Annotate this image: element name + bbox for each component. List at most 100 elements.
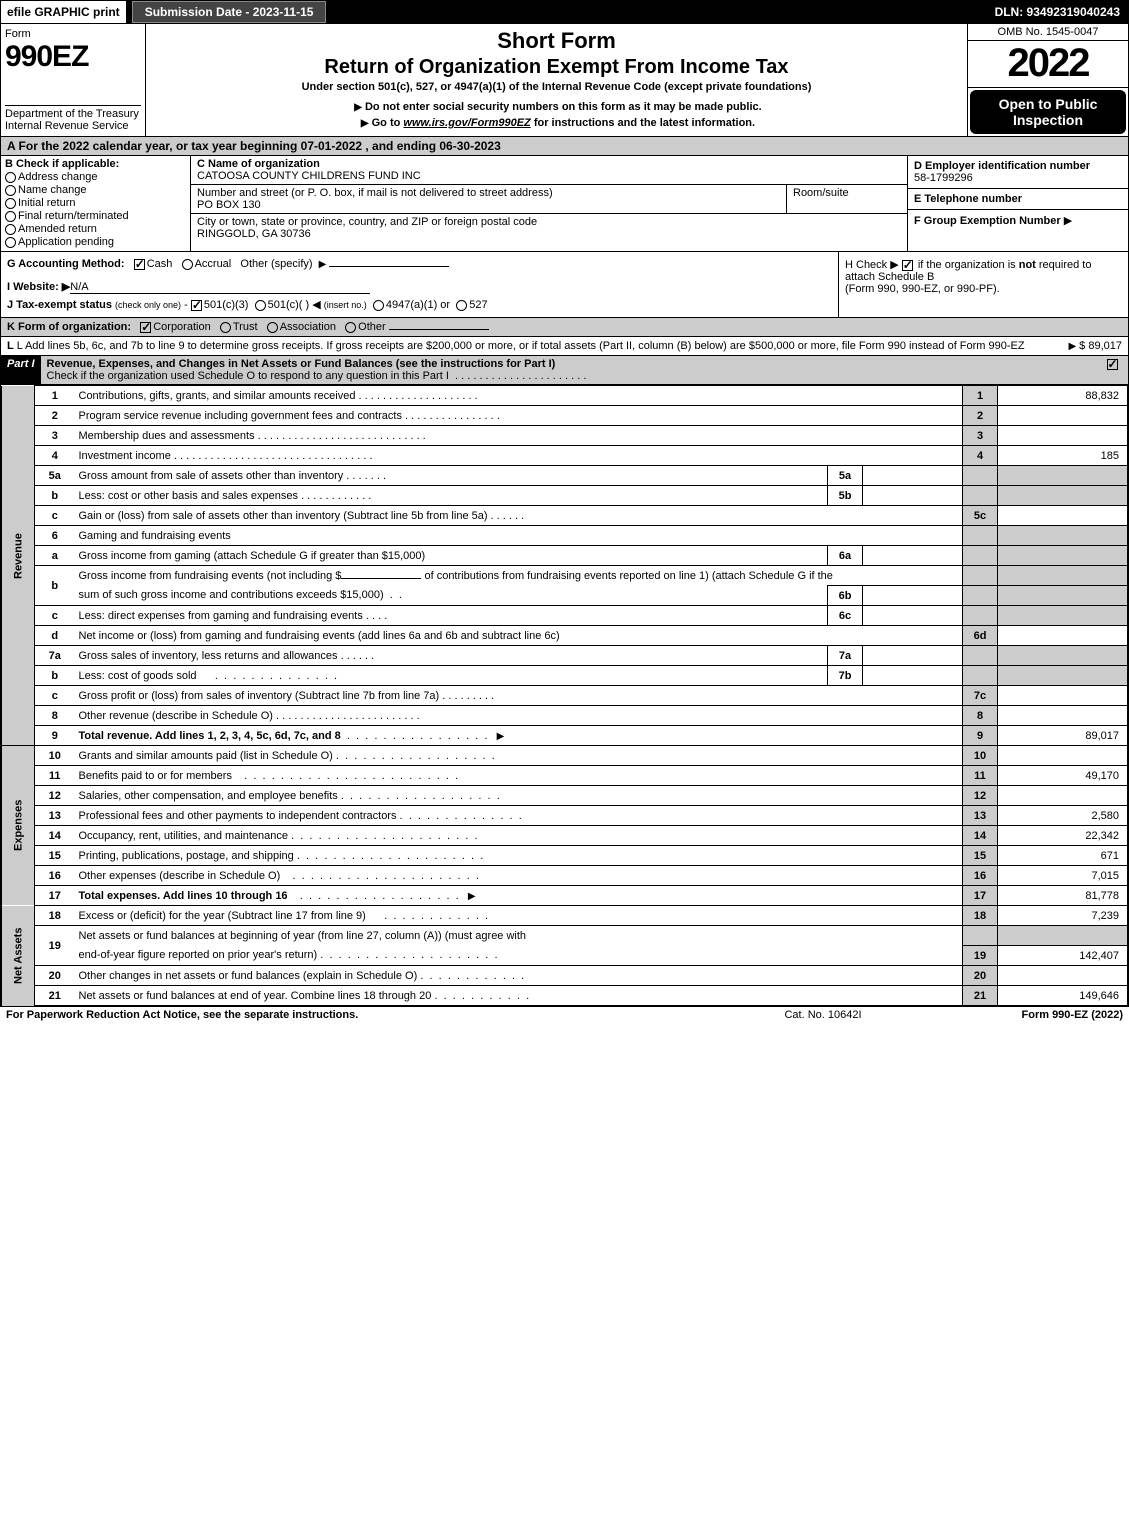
- line-5b: b Less: cost or other basis and sales ex…: [2, 486, 1128, 506]
- city-label: City or town, state or province, country…: [197, 216, 537, 228]
- line-6d: d Net income or (loss) from gaming and f…: [2, 626, 1128, 646]
- section-b-header: B Check if applicable:: [5, 158, 186, 170]
- cb-address-change[interactable]: Address change: [5, 171, 186, 183]
- line-14: 14 Occupancy, rent, utilities, and maint…: [2, 826, 1128, 846]
- line-20-value: [998, 966, 1128, 986]
- net-assets-side-label: Net Assets: [2, 906, 35, 1006]
- instructions-link-row: Go to www.irs.gov/Form990EZ for instruct…: [152, 117, 961, 129]
- website-value: N/A: [70, 281, 370, 294]
- line-6a: a Gross income from gaming (attach Sched…: [2, 546, 1128, 566]
- cb-initial-return[interactable]: Initial return: [5, 197, 186, 209]
- line-6: 6 Gaming and fundraising events: [2, 526, 1128, 546]
- line-2-value: [998, 406, 1128, 426]
- line-11: 11 Benefits paid to or for members . . .…: [2, 766, 1128, 786]
- expenses-side-label: Expenses: [2, 746, 35, 906]
- line-18-value: 7,239: [998, 906, 1128, 926]
- header-left: Form 990EZ Department of the Treasury In…: [1, 24, 146, 136]
- line-19-1: 19 Net assets or fund balances at beginn…: [2, 926, 1128, 946]
- form-title-1: Short Form: [152, 28, 961, 54]
- top-bar: efile GRAPHIC print Submission Date - 20…: [0, 0, 1129, 24]
- tax-year: 2022: [968, 41, 1128, 88]
- line-12: 12 Salaries, other compensation, and emp…: [2, 786, 1128, 806]
- header-right: OMB No. 1545-0047 2022 Open to Public In…: [968, 24, 1128, 136]
- address-value: PO BOX 130: [197, 199, 261, 211]
- cb-501c[interactable]: [255, 300, 266, 311]
- org-name: CATOOSA COUNTY CHILDRENS FUND INC: [197, 170, 421, 182]
- website-label: I Website: ▶: [7, 281, 70, 293]
- footer: For Paperwork Reduction Act Notice, see …: [0, 1007, 1129, 1023]
- line-17: 17 Total expenses. Add lines 10 through …: [2, 886, 1128, 906]
- part-1-label: Part I: [1, 356, 41, 384]
- line-16-value: 7,015: [998, 866, 1128, 886]
- cb-other-org[interactable]: [345, 322, 356, 333]
- header-center: Short Form Return of Organization Exempt…: [146, 24, 968, 136]
- cb-accrual[interactable]: [182, 259, 193, 270]
- cb-amended-return[interactable]: Amended return: [5, 223, 186, 235]
- cb-name-change[interactable]: Name change: [5, 184, 186, 196]
- cb-501c3[interactable]: [191, 300, 202, 311]
- room-suite-label: Room/suite: [793, 187, 849, 199]
- cb-trust[interactable]: [220, 322, 231, 333]
- line-6b-2: sum of such gross income and contributio…: [2, 586, 1128, 606]
- revenue-side-label: Revenue: [2, 386, 35, 726]
- row-l: L L Add lines 5b, 6c, and 7b to line 9 t…: [1, 337, 1128, 356]
- row-a-tax-year: A For the 2022 calendar year, or tax yea…: [1, 137, 1128, 156]
- line-3: 3 Membership dues and assessments . . . …: [2, 426, 1128, 446]
- line-16: 16 Other expenses (describe in Schedule …: [2, 866, 1128, 886]
- line-6b-1: b Gross income from fundraising events (…: [2, 566, 1128, 586]
- ssn-warning: Do not enter social security numbers on …: [152, 101, 961, 113]
- cb-corporation[interactable]: [140, 322, 151, 333]
- row-k: K Form of organization: Corporation Trus…: [1, 318, 1128, 337]
- cb-final-return[interactable]: Final return/terminated: [5, 210, 186, 222]
- part-1-header: Part I Revenue, Expenses, and Changes in…: [1, 356, 1128, 385]
- ein-value: 58-1799296: [914, 172, 973, 184]
- line-18: Net Assets 18 Excess or (deficit) for th…: [2, 906, 1128, 926]
- line-8-value: [998, 706, 1128, 726]
- cb-association[interactable]: [267, 322, 278, 333]
- open-to-public: Open to Public Inspection: [970, 90, 1126, 134]
- cb-schedule-o[interactable]: [1107, 359, 1118, 370]
- org-name-label: C Name of organization: [197, 158, 320, 170]
- cb-527[interactable]: [456, 300, 467, 311]
- line-15-value: 671: [998, 846, 1128, 866]
- line-4: 4 Investment income . . . . . . . . . . …: [2, 446, 1128, 466]
- line-10-value: [998, 746, 1128, 766]
- cb-schedule-b[interactable]: [902, 260, 913, 271]
- accounting-method-label: G Accounting Method:: [7, 258, 125, 270]
- part-1-title: Revenue, Expenses, and Changes in Net As…: [47, 358, 556, 370]
- line-12-value: [998, 786, 1128, 806]
- line-21: 21 Net assets or fund balances at end of…: [2, 986, 1128, 1006]
- line-2: 2 Program service revenue including gove…: [2, 406, 1128, 426]
- cb-application-pending[interactable]: Application pending: [5, 236, 186, 248]
- line-17-value: 81,778: [998, 886, 1128, 906]
- cb-cash[interactable]: [134, 259, 145, 270]
- catalog-number: Cat. No. 10642I: [723, 1009, 923, 1021]
- line-7b: b Less: cost of goods sold . . . . . . .…: [2, 666, 1128, 686]
- line-5c: c Gain or (loss) from sale of assets oth…: [2, 506, 1128, 526]
- gross-receipts-amount: $ 89,017: [1079, 340, 1122, 352]
- arrow-icon: ▶: [1064, 215, 1072, 227]
- line-15: 15 Printing, publications, postage, and …: [2, 846, 1128, 866]
- form-subtitle: Under section 501(c), 527, or 4947(a)(1)…: [152, 81, 961, 93]
- line-19-value: 142,407: [998, 946, 1128, 966]
- row-gh: G Accounting Method: Cash Accrual Other …: [1, 252, 1128, 318]
- line-14-value: 22,342: [998, 826, 1128, 846]
- line-21-value: 149,646: [998, 986, 1128, 1006]
- ein-label: D Employer identification number: [914, 160, 1090, 172]
- line-7c-value: [998, 686, 1128, 706]
- line-1: Revenue 1 Contributions, gifts, grants, …: [2, 386, 1128, 406]
- line-13: 13 Professional fees and other payments …: [2, 806, 1128, 826]
- tax-exempt-label: J Tax-exempt status: [7, 299, 112, 311]
- address-label: Number and street (or P. O. box, if mail…: [197, 187, 553, 199]
- part-1-check-text: Check if the organization used Schedule …: [47, 370, 449, 382]
- submission-date: Submission Date - 2023-11-15: [132, 1, 327, 23]
- efile-print-label[interactable]: efile GRAPHIC print: [1, 1, 128, 23]
- line-10: Expenses 10 Grants and similar amounts p…: [2, 746, 1128, 766]
- line-6c: c Less: direct expenses from gaming and …: [2, 606, 1128, 626]
- cb-4947[interactable]: [373, 300, 384, 311]
- line-7c: c Gross profit or (loss) from sales of i…: [2, 686, 1128, 706]
- irs-link[interactable]: www.irs.gov/Form990EZ: [403, 117, 530, 129]
- line-20: 20 Other changes in net assets or fund b…: [2, 966, 1128, 986]
- lines-table: Revenue 1 Contributions, gifts, grants, …: [1, 385, 1128, 1006]
- other-specify-input[interactable]: [329, 266, 449, 267]
